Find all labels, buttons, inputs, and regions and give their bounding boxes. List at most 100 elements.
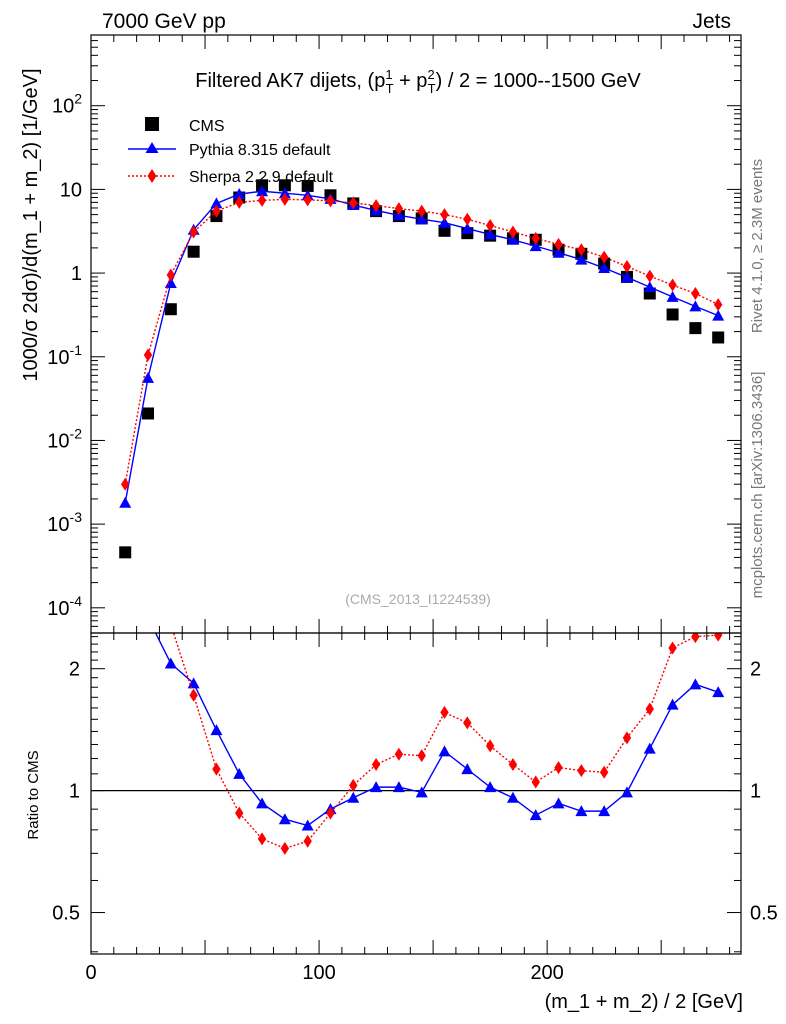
data-point-square: [689, 322, 702, 335]
data-point-triangle: [506, 791, 519, 803]
ratio-panel: 0.5 0.5 1 1 2 2 0 100 200: [52, 455, 778, 984]
data-point-triangle: [461, 763, 474, 775]
y-tick-label: 10-2: [47, 425, 82, 452]
data-point-triangle: [256, 797, 269, 809]
data-point-diamond: [349, 778, 358, 792]
data-point-diamond: [257, 832, 267, 846]
data-point-diamond: [280, 192, 290, 206]
data-point-triangle: [278, 187, 291, 199]
data-point-square: [666, 308, 679, 321]
data-point-triangle: [598, 805, 611, 817]
data-point-diamond: [508, 225, 518, 239]
data-point-diamond: [394, 747, 404, 761]
data-point-triangle: [666, 698, 679, 710]
data-point-triangle: [187, 677, 200, 689]
legend-label-sherpa: Sherpa 2.2.9 default: [189, 169, 334, 186]
data-point-triangle: [142, 371, 155, 383]
data-point-triangle: [142, 612, 154, 623]
y-tick-label: 10-3: [47, 509, 82, 536]
x-tick-label: 200: [530, 962, 563, 984]
data-point-diamond: [121, 455, 129, 468]
data-point-diamond: [189, 225, 198, 239]
data-point-triangle: [256, 185, 269, 197]
data-point-diamond: [280, 841, 290, 855]
data-point-diamond: [349, 196, 358, 210]
data-point-diamond: [303, 193, 312, 207]
x-tick-label: 0: [85, 962, 96, 984]
x-axis-label: (m_1 + m_2) / 2 [GeV]: [545, 991, 743, 1013]
data-point-triangle: [210, 197, 223, 209]
data-point-diamond: [645, 269, 654, 283]
legend: CMS Pythia 8.315 default Sherpa 2.2.9 de…: [128, 117, 334, 186]
data-point-diamond: [394, 202, 404, 216]
data-point-triangle: [620, 786, 633, 798]
y-tick-label: 10-4: [47, 593, 82, 620]
data-point-triangle: [233, 188, 246, 200]
data-point-diamond: [531, 231, 540, 245]
data-point-triangle: [712, 686, 725, 698]
header-left: 7000 GeV pp: [102, 10, 226, 33]
data-point-diamond: [577, 764, 586, 778]
data-point-triangle: [438, 745, 451, 757]
data-point-diamond: [371, 758, 381, 772]
data-point-triangle: [484, 781, 497, 793]
data-point-triangle: [461, 222, 474, 234]
data-point-diamond: [691, 287, 700, 301]
ratio-y-tick-label: 2: [69, 659, 80, 681]
data-point-triangle: [575, 805, 588, 817]
data-point-diamond: [577, 243, 586, 257]
data-point-diamond: [440, 705, 449, 719]
ratio-y-tick-label-right: 2: [750, 659, 761, 681]
data-point-diamond: [166, 268, 176, 282]
data-point-triangle: [689, 678, 702, 690]
data-point-triangle: [712, 309, 725, 321]
data-point-triangle: [506, 233, 519, 245]
data-point-triangle: [643, 742, 656, 754]
data-point-diamond: [463, 212, 472, 226]
data-point-diamond: [440, 208, 449, 222]
data-point-triangle: [415, 213, 428, 225]
data-point-diamond: [554, 761, 563, 775]
data-point-triangle: [689, 300, 702, 312]
data-point-triangle: [598, 262, 611, 274]
chart-title: Filtered AK7 dijets, (p1 T + p2 T) / 2 = 1…: [195, 67, 641, 96]
data-point-square: [142, 407, 155, 420]
series-line-2: [124, 198, 719, 485]
data-point-diamond: [212, 762, 221, 776]
data-point-triangle: [301, 819, 314, 831]
data-point-triangle: [643, 281, 656, 293]
data-point-diamond: [554, 237, 563, 251]
data-point-diamond: [485, 219, 495, 233]
data-point-diamond: [189, 688, 198, 702]
ratio-y-tick-label-right: 1: [750, 781, 761, 803]
data-point-diamond: [326, 194, 335, 208]
data-point-diamond: [599, 250, 609, 264]
y-tick-label: 10-1: [47, 342, 82, 369]
data-point-diamond: [417, 204, 426, 218]
data-point-square: [712, 331, 725, 344]
data-point-triangle: [392, 781, 405, 793]
data-point-diamond: [668, 641, 677, 655]
mcplots-label: mcplots.cern.ch [arXiv:1306.3436]: [749, 372, 766, 599]
rivet-label: Rivet 4.1.0, ≥ 2.3M events: [749, 159, 766, 333]
data-point-diamond: [143, 348, 153, 362]
legend-label-pythia: Pythia 8.315 default: [189, 142, 331, 159]
data-point-diamond: [144, 501, 152, 514]
data-point-triangle: [278, 813, 291, 825]
y-tick-label: 1: [71, 263, 82, 285]
data-point-diamond: [713, 633, 723, 642]
data-point-triangle: [164, 657, 177, 669]
data-point-square: [119, 546, 132, 559]
main-panel: 10-4 10-3 10-2 10-1 1 10 102: [47, 34, 741, 634]
data-point-diamond: [417, 749, 426, 763]
x-tick-label: 100: [302, 962, 335, 984]
data-point-diamond: [691, 633, 700, 644]
legend-marker-sherpa: [147, 169, 157, 183]
series-line-1: [124, 190, 719, 503]
data-point-diamond: [121, 477, 130, 491]
data-point-diamond: [326, 806, 335, 820]
data-point-diamond: [212, 204, 221, 218]
data-point-square: [187, 245, 200, 258]
data-point-triangle: [210, 724, 223, 736]
data-point-triangle: [233, 767, 246, 779]
